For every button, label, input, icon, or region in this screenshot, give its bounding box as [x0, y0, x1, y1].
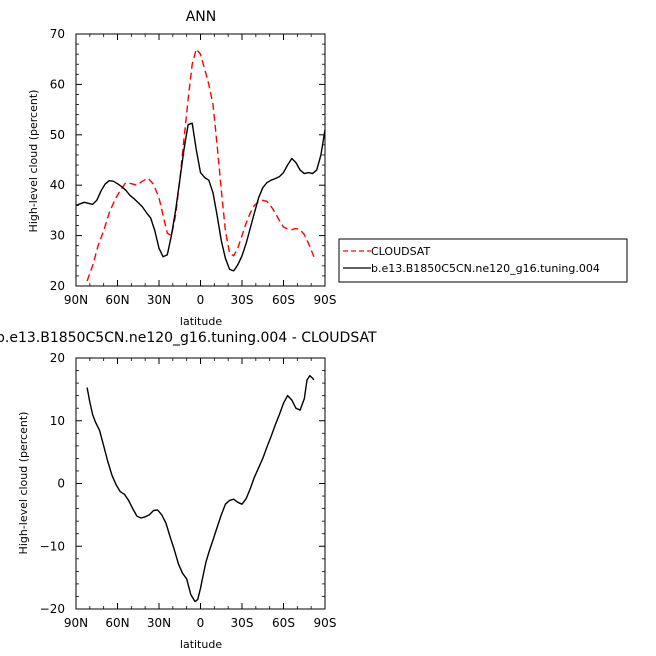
x-tick-label: 30N — [147, 616, 171, 630]
y-tick-label: 70 — [50, 27, 65, 41]
top-panel: ANN 20 30 40 50 60 70 90N 60N 30N 0 30S 60S 90S lat… — [27, 9, 336, 328]
legend: CLOUDSAT b.e13.B1850C5CN.ne120_g16.tunin… — [338, 238, 628, 283]
bottom-panel-title: b.e13.B1850C5CN.ne120_g16.tuning.004 - C… — [0, 330, 377, 346]
x-tick-label: 60N — [105, 616, 129, 630]
series-line-model — [86, 374, 315, 603]
bottom-x-axis-label: latitude — [180, 638, 222, 651]
top-x-axis-label: latitude — [180, 315, 222, 328]
y-tick-label: 20 — [50, 351, 65, 365]
legend-label-model: b.e13.B1850C5CN.ne120_g16.tuning.004 — [371, 262, 600, 275]
legend-box — [338, 238, 628, 283]
bottom-x-ticks: 90N 60N 30N 0 30S 60S 90S — [64, 358, 337, 630]
x-tick-label: 90N — [64, 616, 88, 630]
x-tick-label: 60S — [272, 616, 295, 630]
y-tick-label: 50 — [50, 128, 65, 142]
x-tick-label: 90S — [314, 293, 337, 307]
y-tick-label: −10 — [40, 539, 65, 553]
y-tick-label: −20 — [40, 602, 65, 616]
top-x-ticks: 90N 60N 30N 0 30S 60S 90S — [64, 34, 337, 307]
x-tick-label: 30S — [231, 293, 254, 307]
top-series-lines — [75, 48, 326, 282]
y-tick-label: 20 — [50, 279, 65, 293]
legend-label-cloudsat: CLOUDSAT — [371, 245, 430, 258]
top-y-ticks: 20 30 40 50 60 70 — [50, 27, 325, 293]
x-tick-label: 60N — [105, 293, 129, 307]
x-tick-label: 0 — [197, 293, 205, 307]
bottom-series-lines — [86, 374, 315, 603]
top-panel-title: ANN — [186, 9, 217, 25]
x-tick-label: 90S — [314, 616, 337, 630]
series-line-cloudsat — [86, 48, 315, 282]
y-tick-label: 60 — [50, 77, 65, 91]
y-tick-label: 30 — [50, 229, 65, 243]
y-tick-label: 0 — [57, 477, 65, 491]
x-tick-label: 90N — [64, 293, 88, 307]
y-tick-label: 40 — [50, 178, 65, 192]
bottom-y-ticks: −20 −10 0 10 20 — [40, 351, 325, 616]
top-plot-frame — [75, 33, 326, 287]
x-tick-label: 30N — [147, 293, 171, 307]
bottom-y-axis-label: High-level cloud (percent) — [17, 412, 30, 555]
x-tick-label: 60S — [272, 293, 295, 307]
y-tick-label: 10 — [50, 414, 65, 428]
bottom-panel: b.e13.B1850C5CN.ne120_g16.tuning.004 - C… — [0, 330, 377, 651]
top-y-axis-label: High-level cloud (percent) — [27, 90, 40, 233]
x-tick-label: 0 — [197, 616, 205, 630]
series-line-model — [75, 122, 326, 272]
x-tick-label: 30S — [231, 616, 254, 630]
